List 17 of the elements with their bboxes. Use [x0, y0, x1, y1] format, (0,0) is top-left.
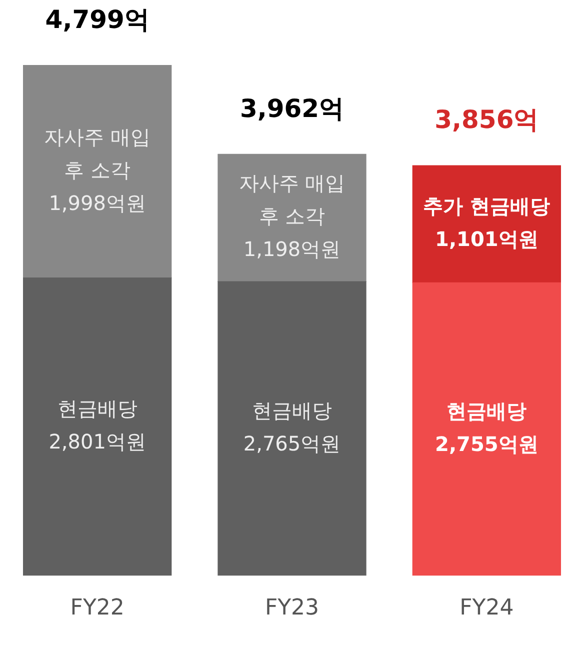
total-label: 3,962억	[240, 94, 344, 123]
data-label: 현금배당 2,755억원	[435, 398, 538, 456]
bar	[218, 281, 366, 576]
x-tick-label: FY24	[460, 596, 514, 621]
bar	[218, 154, 366, 282]
data-label: 자사주 매입 후 소각 1,998억원	[44, 124, 151, 215]
x-tick-label: FY23	[264, 596, 320, 621]
data-label: 현금배당 2,801억원	[48, 396, 146, 454]
total-label: 3,856억	[434, 105, 539, 134]
data-label: 추가 현금배당 1,101억원	[423, 194, 550, 251]
data-label: 현금배당 2,765억원	[243, 398, 341, 456]
data-label: 자사주 매입 후 소각 1,198억원	[238, 171, 346, 262]
total-label: 4,799억	[45, 4, 150, 34]
bar	[412, 282, 561, 576]
x-tick-label: FY22	[70, 596, 124, 621]
bar	[23, 277, 172, 576]
bar	[23, 65, 172, 278]
